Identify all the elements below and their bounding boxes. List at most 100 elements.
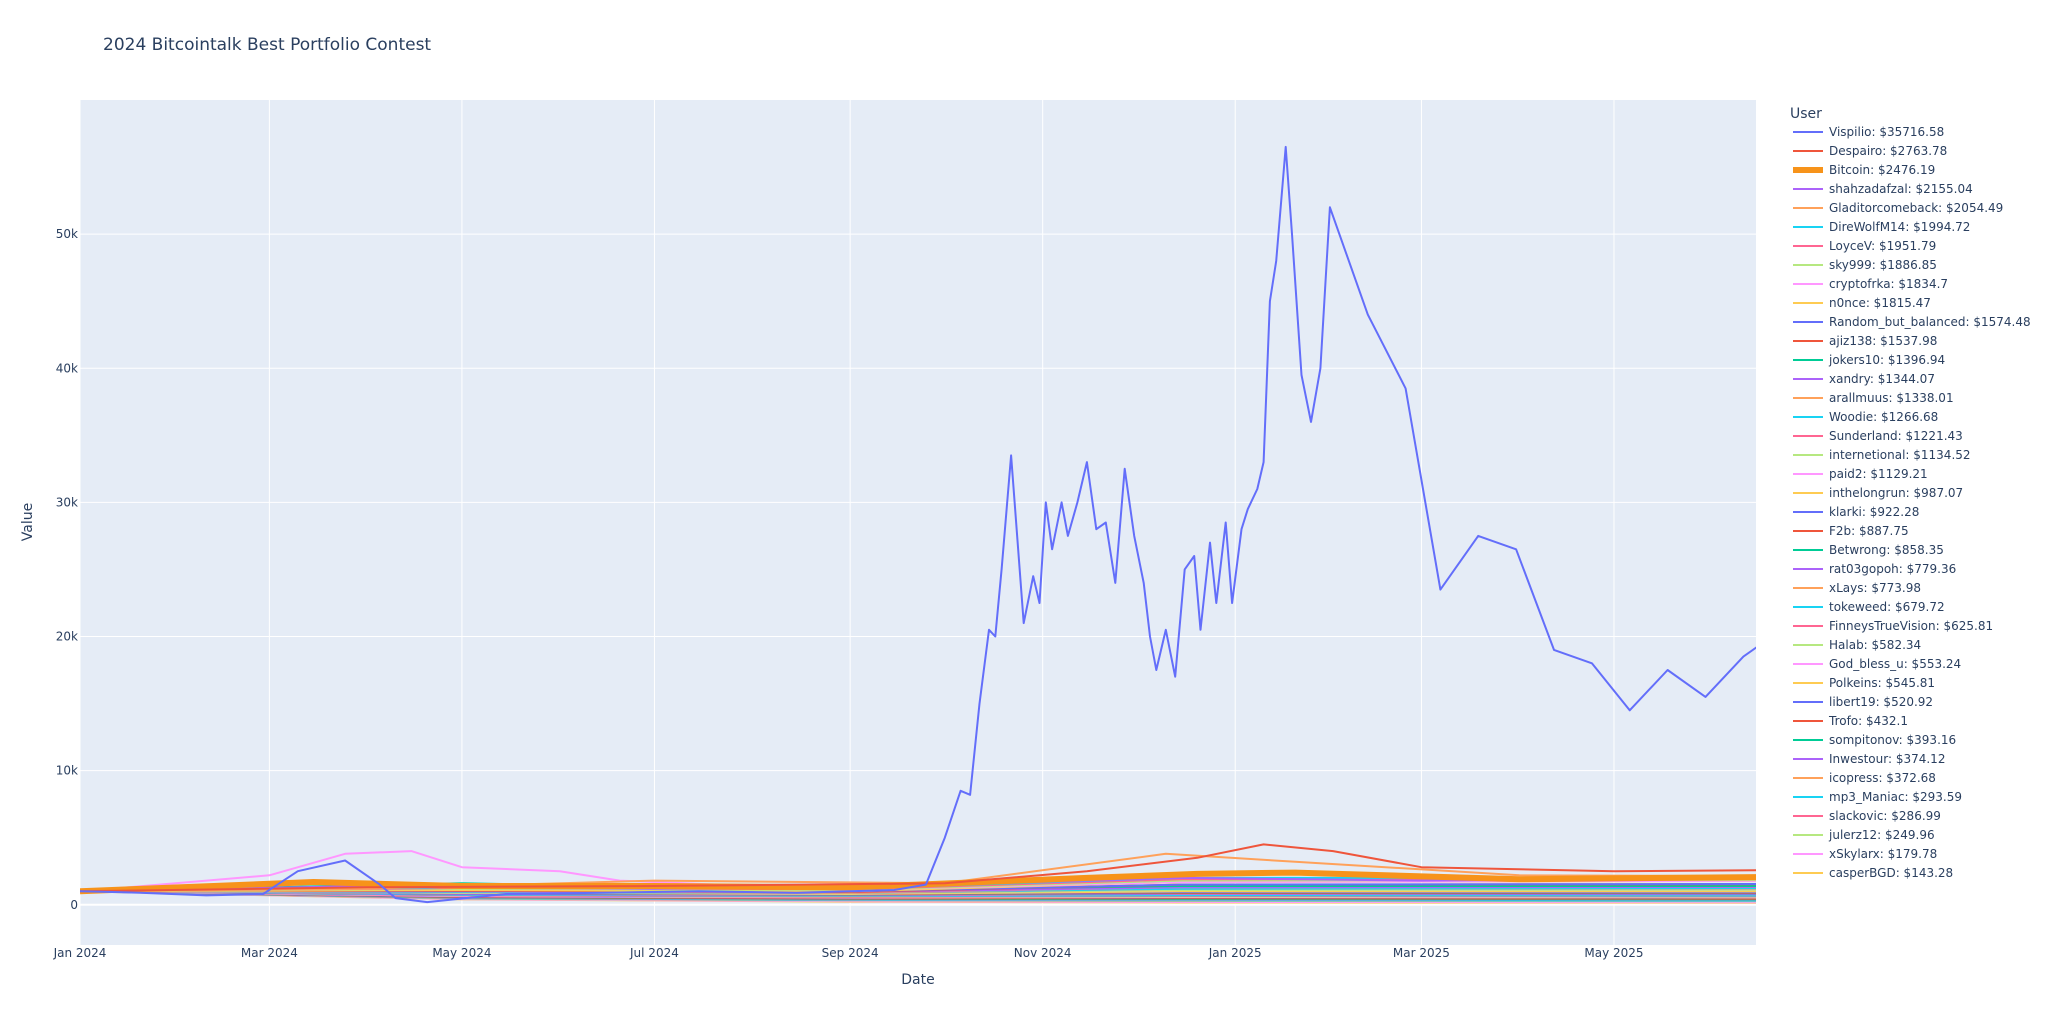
legend-label: ajiz138: $1537.98 — [1829, 334, 1937, 348]
x-tick-label: Nov 2024 — [1014, 946, 1072, 960]
legend-item[interactable]: icopress: $372.68 — [1793, 771, 1936, 785]
legend-label: Random_but_balanced: $1574.48 — [1829, 315, 2031, 329]
legend-item[interactable]: Halab: $582.34 — [1793, 638, 1921, 652]
legend-label: sky999: $1886.85 — [1829, 258, 1937, 272]
x-tick-label: Mar 2024 — [241, 946, 298, 960]
legend-item[interactable]: xSkylarx: $179.78 — [1793, 847, 1937, 861]
legend-label: internetional: $1134.52 — [1829, 448, 1971, 462]
legend-label: shahzadafzal: $2155.04 — [1829, 182, 1973, 196]
legend-item[interactable]: julerz12: $249.96 — [1793, 828, 1935, 842]
y-tick-label: 50k — [56, 227, 78, 241]
series-layer — [80, 145, 1756, 904]
y-tick-label: 20k — [56, 630, 78, 644]
legend-item[interactable]: DireWolfM14: $1994.72 — [1793, 220, 1970, 234]
legend-item[interactable]: Sunderland: $1221.43 — [1793, 429, 1963, 443]
legend-label: God_bless_u: $553.24 — [1829, 657, 1961, 671]
legend-item[interactable]: casperBGD: $143.28 — [1793, 866, 1953, 880]
legend-item[interactable]: paid2: $1129.21 — [1793, 467, 1928, 481]
legend-item[interactable]: Trofo: $432.1 — [1793, 714, 1908, 728]
y-tick-label: 0 — [70, 898, 78, 912]
legend-label: Polkeins: $545.81 — [1829, 676, 1935, 690]
legend-item[interactable]: Polkeins: $545.81 — [1793, 676, 1935, 690]
legend-item[interactable]: God_bless_u: $553.24 — [1793, 657, 1961, 671]
legend-item[interactable]: Betwrong: $858.35 — [1793, 543, 1944, 557]
legend-item[interactable]: jokers10: $1396.94 — [1793, 353, 1945, 367]
y-tick-label: 30k — [56, 495, 78, 509]
legend-label: arallmuus: $1338.01 — [1829, 391, 1954, 405]
chart-title: 2024 Bitcointalk Best Portfolio Contest — [103, 35, 431, 55]
legend-item[interactable]: n0nce: $1815.47 — [1793, 296, 1931, 310]
legend-label: Betwrong: $858.35 — [1829, 543, 1944, 557]
legend-label: LoyceV: $1951.79 — [1829, 239, 1936, 253]
legend-item[interactable]: Inwestour: $374.12 — [1793, 752, 1945, 766]
series-line — [80, 145, 1756, 904]
legend-label: jokers10: $1396.94 — [1828, 353, 1945, 367]
legend-item[interactable]: LoyceV: $1951.79 — [1793, 239, 1936, 253]
legend-label: n0nce: $1815.47 — [1829, 296, 1931, 310]
x-tick-label: Jan 2025 — [1208, 946, 1262, 960]
legend-label: klarki: $922.28 — [1829, 505, 1919, 519]
legend-item[interactable]: rat03gopoh: $779.36 — [1793, 562, 1956, 576]
legend-item[interactable]: klarki: $922.28 — [1793, 505, 1919, 519]
legend-item[interactable]: F2b: $887.75 — [1793, 524, 1909, 538]
legend-label: rat03gopoh: $779.36 — [1829, 562, 1956, 576]
y-axis-title: Value — [20, 503, 36, 541]
legend-item[interactable]: mp3_Maniac: $293.59 — [1793, 790, 1962, 804]
x-tick-label: Jan 2024 — [53, 946, 107, 960]
x-tick-label: Jul 2024 — [629, 946, 679, 960]
x-gridlines — [79, 100, 1615, 945]
legend-item[interactable]: Random_but_balanced: $1574.48 — [1793, 315, 2031, 329]
legend-item[interactable]: inthelongrun: $987.07 — [1793, 486, 1963, 500]
legend-item[interactable]: libert19: $520.92 — [1793, 695, 1933, 709]
legend-label: Bitcoin: $2476.19 — [1829, 163, 1935, 177]
legend-item[interactable]: xLays: $773.98 — [1793, 581, 1921, 595]
legend-label: slackovic: $286.99 — [1829, 809, 1941, 823]
y-tick-label: 10k — [56, 764, 78, 778]
legend-label: icopress: $372.68 — [1829, 771, 1936, 785]
legend-label: DireWolfM14: $1994.72 — [1829, 220, 1970, 234]
x-tick-label: May 2024 — [432, 946, 491, 960]
legend-item[interactable]: tokeweed: $679.72 — [1793, 600, 1945, 614]
legend-item[interactable]: ajiz138: $1537.98 — [1793, 334, 1937, 348]
legend-item[interactable]: Despairo: $2763.78 — [1793, 144, 1947, 158]
legend-item[interactable]: Gladitorcomeback: $2054.49 — [1793, 201, 2003, 215]
legend-item[interactable]: xandry: $1344.07 — [1793, 372, 1935, 386]
legend-item[interactable]: shahzadafzal: $2155.04 — [1793, 182, 1973, 196]
legend-label: Woodie: $1266.68 — [1829, 410, 1938, 424]
legend-label: xLays: $773.98 — [1829, 581, 1921, 595]
legend-label: sompitonov: $393.16 — [1829, 733, 1956, 747]
y-tick-label: 40k — [56, 361, 78, 375]
x-tick-labels: Jan 2024 Mar 2024 May 2024 Jul 2024 Sep 2024… — [53, 946, 1644, 960]
x-tick-label: May 2025 — [1584, 946, 1643, 960]
legend-item[interactable]: sompitonov: $393.16 — [1793, 733, 1956, 747]
legend-label: FinneysTrueVision: $625.81 — [1829, 619, 1993, 633]
legend-item[interactable]: internetional: $1134.52 — [1793, 448, 1971, 462]
y-tick-labels: 0 10k 20k 30k 40k 50k — [56, 227, 78, 912]
legend-item[interactable]: FinneysTrueVision: $625.81 — [1793, 619, 1993, 633]
legend-label: casperBGD: $143.28 — [1829, 866, 1953, 880]
legend-label: Trofo: $432.1 — [1828, 714, 1908, 728]
legend-label: libert19: $520.92 — [1829, 695, 1933, 709]
legend-item[interactable]: slackovic: $286.99 — [1793, 809, 1941, 823]
plot-area — [80, 100, 1756, 945]
legend-label: Despairo: $2763.78 — [1829, 144, 1947, 158]
legend-item[interactable]: sky999: $1886.85 — [1793, 258, 1937, 272]
legend-label: mp3_Maniac: $293.59 — [1829, 790, 1962, 804]
legend-label: tokeweed: $679.72 — [1829, 600, 1945, 614]
legend-item[interactable]: Vispilio: $35716.58 — [1793, 125, 1944, 139]
legend-label: julerz12: $249.96 — [1828, 828, 1935, 842]
x-tick-label: Sep 2024 — [822, 946, 879, 960]
legend-label: Vispilio: $35716.58 — [1829, 125, 1944, 139]
legend-label: inthelongrun: $987.07 — [1829, 486, 1963, 500]
series-line — [80, 869, 1756, 895]
legend-item[interactable]: Bitcoin: $2476.19 — [1793, 163, 1935, 177]
legend-label: F2b: $887.75 — [1829, 524, 1909, 538]
legend-label: Halab: $582.34 — [1829, 638, 1921, 652]
series-line — [80, 843, 1756, 893]
legend-item[interactable]: arallmuus: $1338.01 — [1793, 391, 1954, 405]
legend-label: paid2: $1129.21 — [1829, 467, 1928, 481]
legend-item[interactable]: cryptofrka: $1834.7 — [1793, 277, 1948, 291]
x-axis-title: Date — [901, 972, 934, 988]
legend-item[interactable]: Woodie: $1266.68 — [1793, 410, 1938, 424]
